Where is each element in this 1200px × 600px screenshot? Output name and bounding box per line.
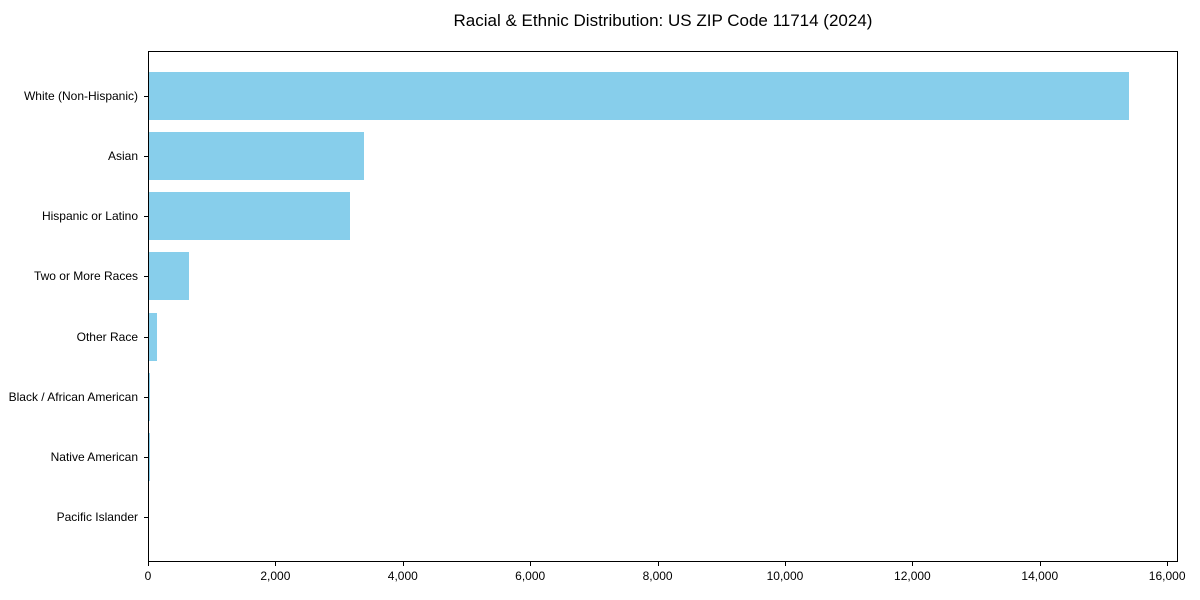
y-tick-mark xyxy=(144,396,148,398)
y-tick-mark xyxy=(144,156,148,158)
y-tick-label: Two or More Races xyxy=(33,269,138,284)
plot-area xyxy=(148,51,1178,562)
x-tick-label: 2,000 xyxy=(260,569,291,583)
y-tick-label: Other Race xyxy=(76,329,138,344)
x-tick-label: 8,000 xyxy=(642,569,673,583)
x-tick-mark xyxy=(148,562,149,566)
x-tick-mark xyxy=(912,562,914,566)
bar-asian xyxy=(149,132,364,181)
y-tick-mark xyxy=(144,276,148,278)
x-tick-label: 4,000 xyxy=(387,569,418,583)
y-tick-label: Asian xyxy=(107,149,138,164)
x-tick-label: 12,000 xyxy=(894,569,931,583)
x-tick-label: 14,000 xyxy=(1021,569,1059,583)
x-tick-label: 16,000 xyxy=(1148,569,1186,583)
y-tick-mark xyxy=(144,96,148,98)
x-tick-mark xyxy=(1039,562,1041,566)
bar-black-african-american xyxy=(149,372,151,421)
x-tick-mark xyxy=(784,562,786,566)
x-tick-mark xyxy=(1167,562,1169,566)
x-tick-mark xyxy=(530,562,532,566)
y-tick-label: White (Non-Hispanic) xyxy=(23,89,138,104)
x-tick-mark xyxy=(657,562,659,566)
x-tick-mark xyxy=(275,562,277,566)
y-tick-label: Pacific Islander xyxy=(56,509,138,524)
y-tick-label: Black / African American xyxy=(8,389,138,404)
y-tick-label: Hispanic or Latino xyxy=(41,209,138,224)
y-tick-mark xyxy=(144,456,148,458)
chart-title: Racial & Ethnic Distribution: US ZIP Cod… xyxy=(453,11,873,30)
x-tick-label: 6,000 xyxy=(515,569,546,583)
y-tick-mark xyxy=(144,516,148,518)
x-tick-label: 10,000 xyxy=(766,569,804,583)
bar-two-or-more-races xyxy=(149,252,190,301)
y-tick-mark xyxy=(144,336,148,338)
x-tick-mark xyxy=(402,562,404,566)
bar-other-race xyxy=(149,312,157,361)
bar-hispanic-or-latino xyxy=(149,192,350,241)
bar-white-non-hispanic xyxy=(149,72,1130,121)
y-tick-label: Native American xyxy=(50,449,138,464)
x-tick-label: 0 xyxy=(144,569,152,583)
y-tick-mark xyxy=(144,216,148,218)
